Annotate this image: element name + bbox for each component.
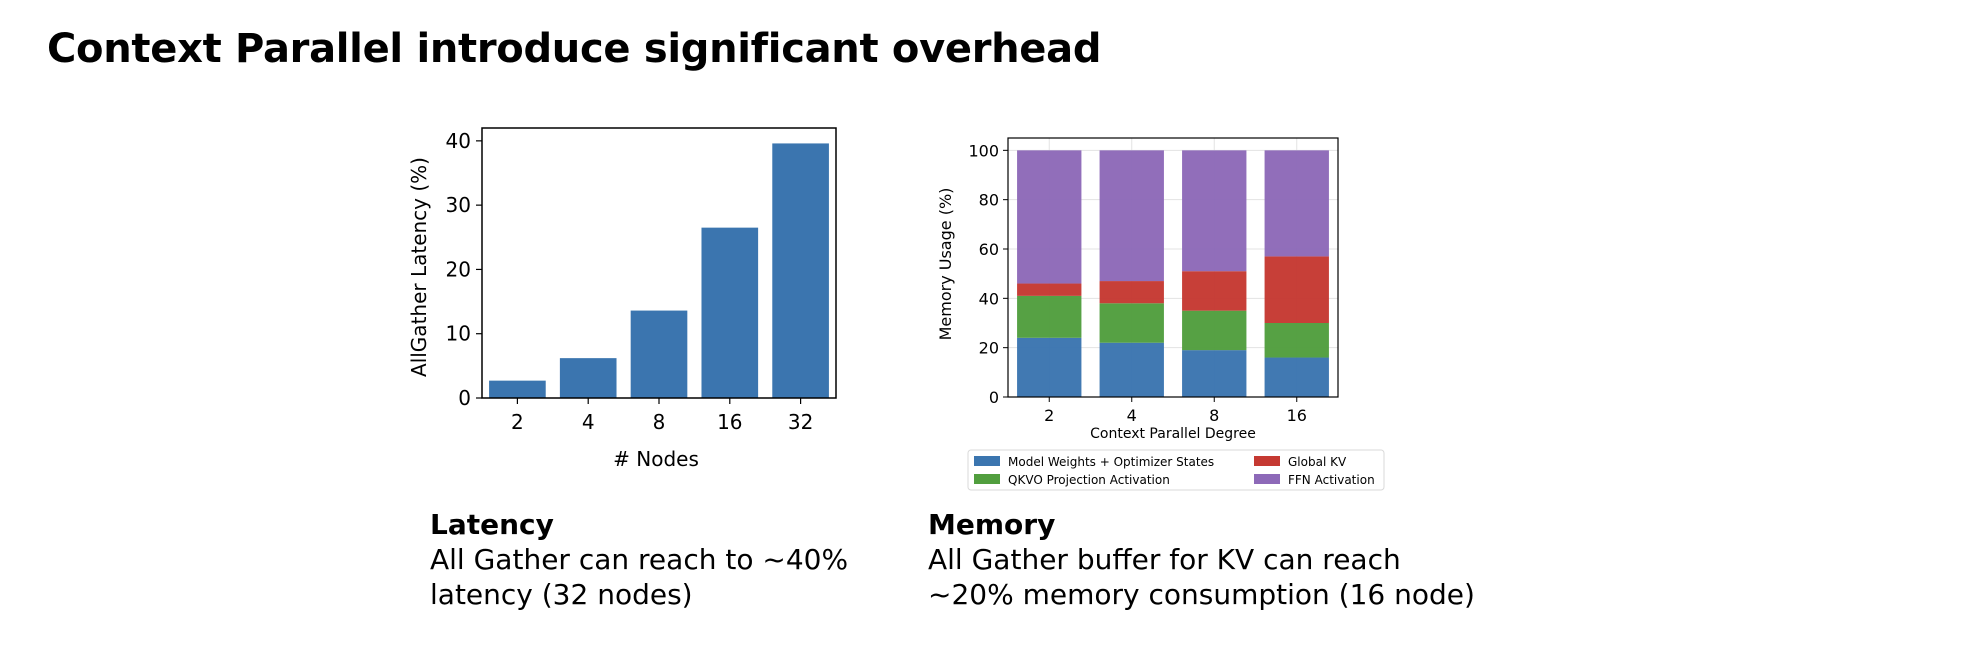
memory-bar-segment — [1264, 256, 1329, 323]
memory-bar-segment — [1017, 295, 1082, 338]
latency-bar — [630, 310, 688, 398]
slide-title: Context Parallel introduce significant o… — [47, 26, 1102, 72]
legend-swatch — [1254, 456, 1280, 466]
y-tick-label: 0 — [989, 388, 999, 407]
y-tick-label: 10 — [446, 322, 471, 346]
memory-bar-segment — [1264, 150, 1329, 257]
latency-y-axis-label: AllGather Latency (%) — [407, 157, 431, 377]
latency-bar — [489, 380, 546, 398]
latency-caption-line2: latency (32 nodes) — [430, 578, 693, 611]
x-tick-label: 4 — [1127, 406, 1137, 425]
y-tick-label: 20 — [446, 257, 471, 281]
latency-x-axis-label: # Nodes — [613, 447, 699, 471]
legend-label: Model Weights + Optimizer States — [1008, 455, 1214, 469]
y-tick-label: 20 — [979, 339, 999, 358]
x-tick-label: 32 — [788, 410, 813, 434]
memory-bar-segment — [1099, 342, 1164, 397]
latency-caption-heading: Latency — [430, 508, 554, 541]
legend-label: QKVO Projection Activation — [1008, 473, 1170, 487]
memory-bar-segment — [1182, 310, 1247, 351]
memory-bar-segment — [1182, 271, 1247, 311]
x-tick-label: 8 — [653, 410, 666, 434]
x-tick-label: 16 — [717, 410, 742, 434]
y-tick-label: 40 — [446, 129, 471, 153]
y-tick-label: 60 — [979, 240, 999, 259]
y-tick-label: 0 — [458, 386, 471, 410]
memory-bar-segment — [1264, 323, 1329, 358]
latency-bar — [772, 143, 829, 398]
x-tick-label: 16 — [1287, 406, 1307, 425]
memory-legend: Model Weights + Optimizer States QKVO Pro… — [967, 449, 1385, 491]
memory-bar-segment — [1264, 357, 1329, 397]
memory-bar-segment — [1017, 283, 1082, 296]
memory-caption-heading: Memory — [928, 508, 1056, 541]
y-tick-label: 80 — [979, 191, 999, 210]
y-tick-label: 40 — [979, 289, 999, 308]
memory-caption-line2: ~20% memory consumption (16 node) — [928, 578, 1475, 611]
memory-x-axis-label: Context Parallel Degree — [1090, 426, 1256, 442]
latency-caption-line1: All Gather can reach to ~40% — [430, 543, 849, 576]
legend-label: Global KV — [1288, 455, 1347, 469]
legend-swatch — [1254, 474, 1280, 484]
latency-bar-chart: AllGather Latency (%) # Nodes 2 4 8 16 32 0 10… — [407, 127, 837, 471]
memory-bar-segment — [1099, 303, 1164, 343]
memory-stacked-bar-chart: Memory Usage (%) Context Parallel Degree… — [936, 137, 1385, 491]
memory-caption: Memory All Gather buffer for KV can reac… — [928, 507, 1475, 612]
memory-bar-segment — [1099, 281, 1164, 304]
memory-bar-segment — [1099, 150, 1164, 282]
latency-bar — [559, 358, 617, 398]
latency-plot-frame — [481, 127, 837, 399]
memory-bar-segment — [1182, 350, 1247, 397]
y-tick-label: 100 — [968, 141, 999, 160]
legend-swatch — [974, 456, 1000, 466]
y-tick-label: 30 — [446, 193, 471, 217]
legend-swatch — [974, 474, 1000, 484]
latency-caption: Latency All Gather can reach to ~40% lat… — [430, 507, 848, 612]
memory-bar-segment — [1182, 150, 1247, 272]
x-tick-label: 4 — [582, 410, 595, 434]
memory-plot-frame — [1007, 137, 1339, 398]
latency-bar — [701, 227, 759, 398]
memory-y-axis-label: Memory Usage (%) — [936, 188, 955, 341]
x-tick-label: 8 — [1209, 406, 1219, 425]
legend-label: FFN Activation — [1288, 473, 1375, 487]
memory-bar-segment — [1017, 150, 1082, 284]
memory-bar-segment — [1017, 337, 1082, 397]
memory-caption-line1: All Gather buffer for KV can reach — [928, 543, 1401, 576]
x-tick-label: 2 — [511, 410, 524, 434]
x-tick-label: 2 — [1044, 406, 1054, 425]
